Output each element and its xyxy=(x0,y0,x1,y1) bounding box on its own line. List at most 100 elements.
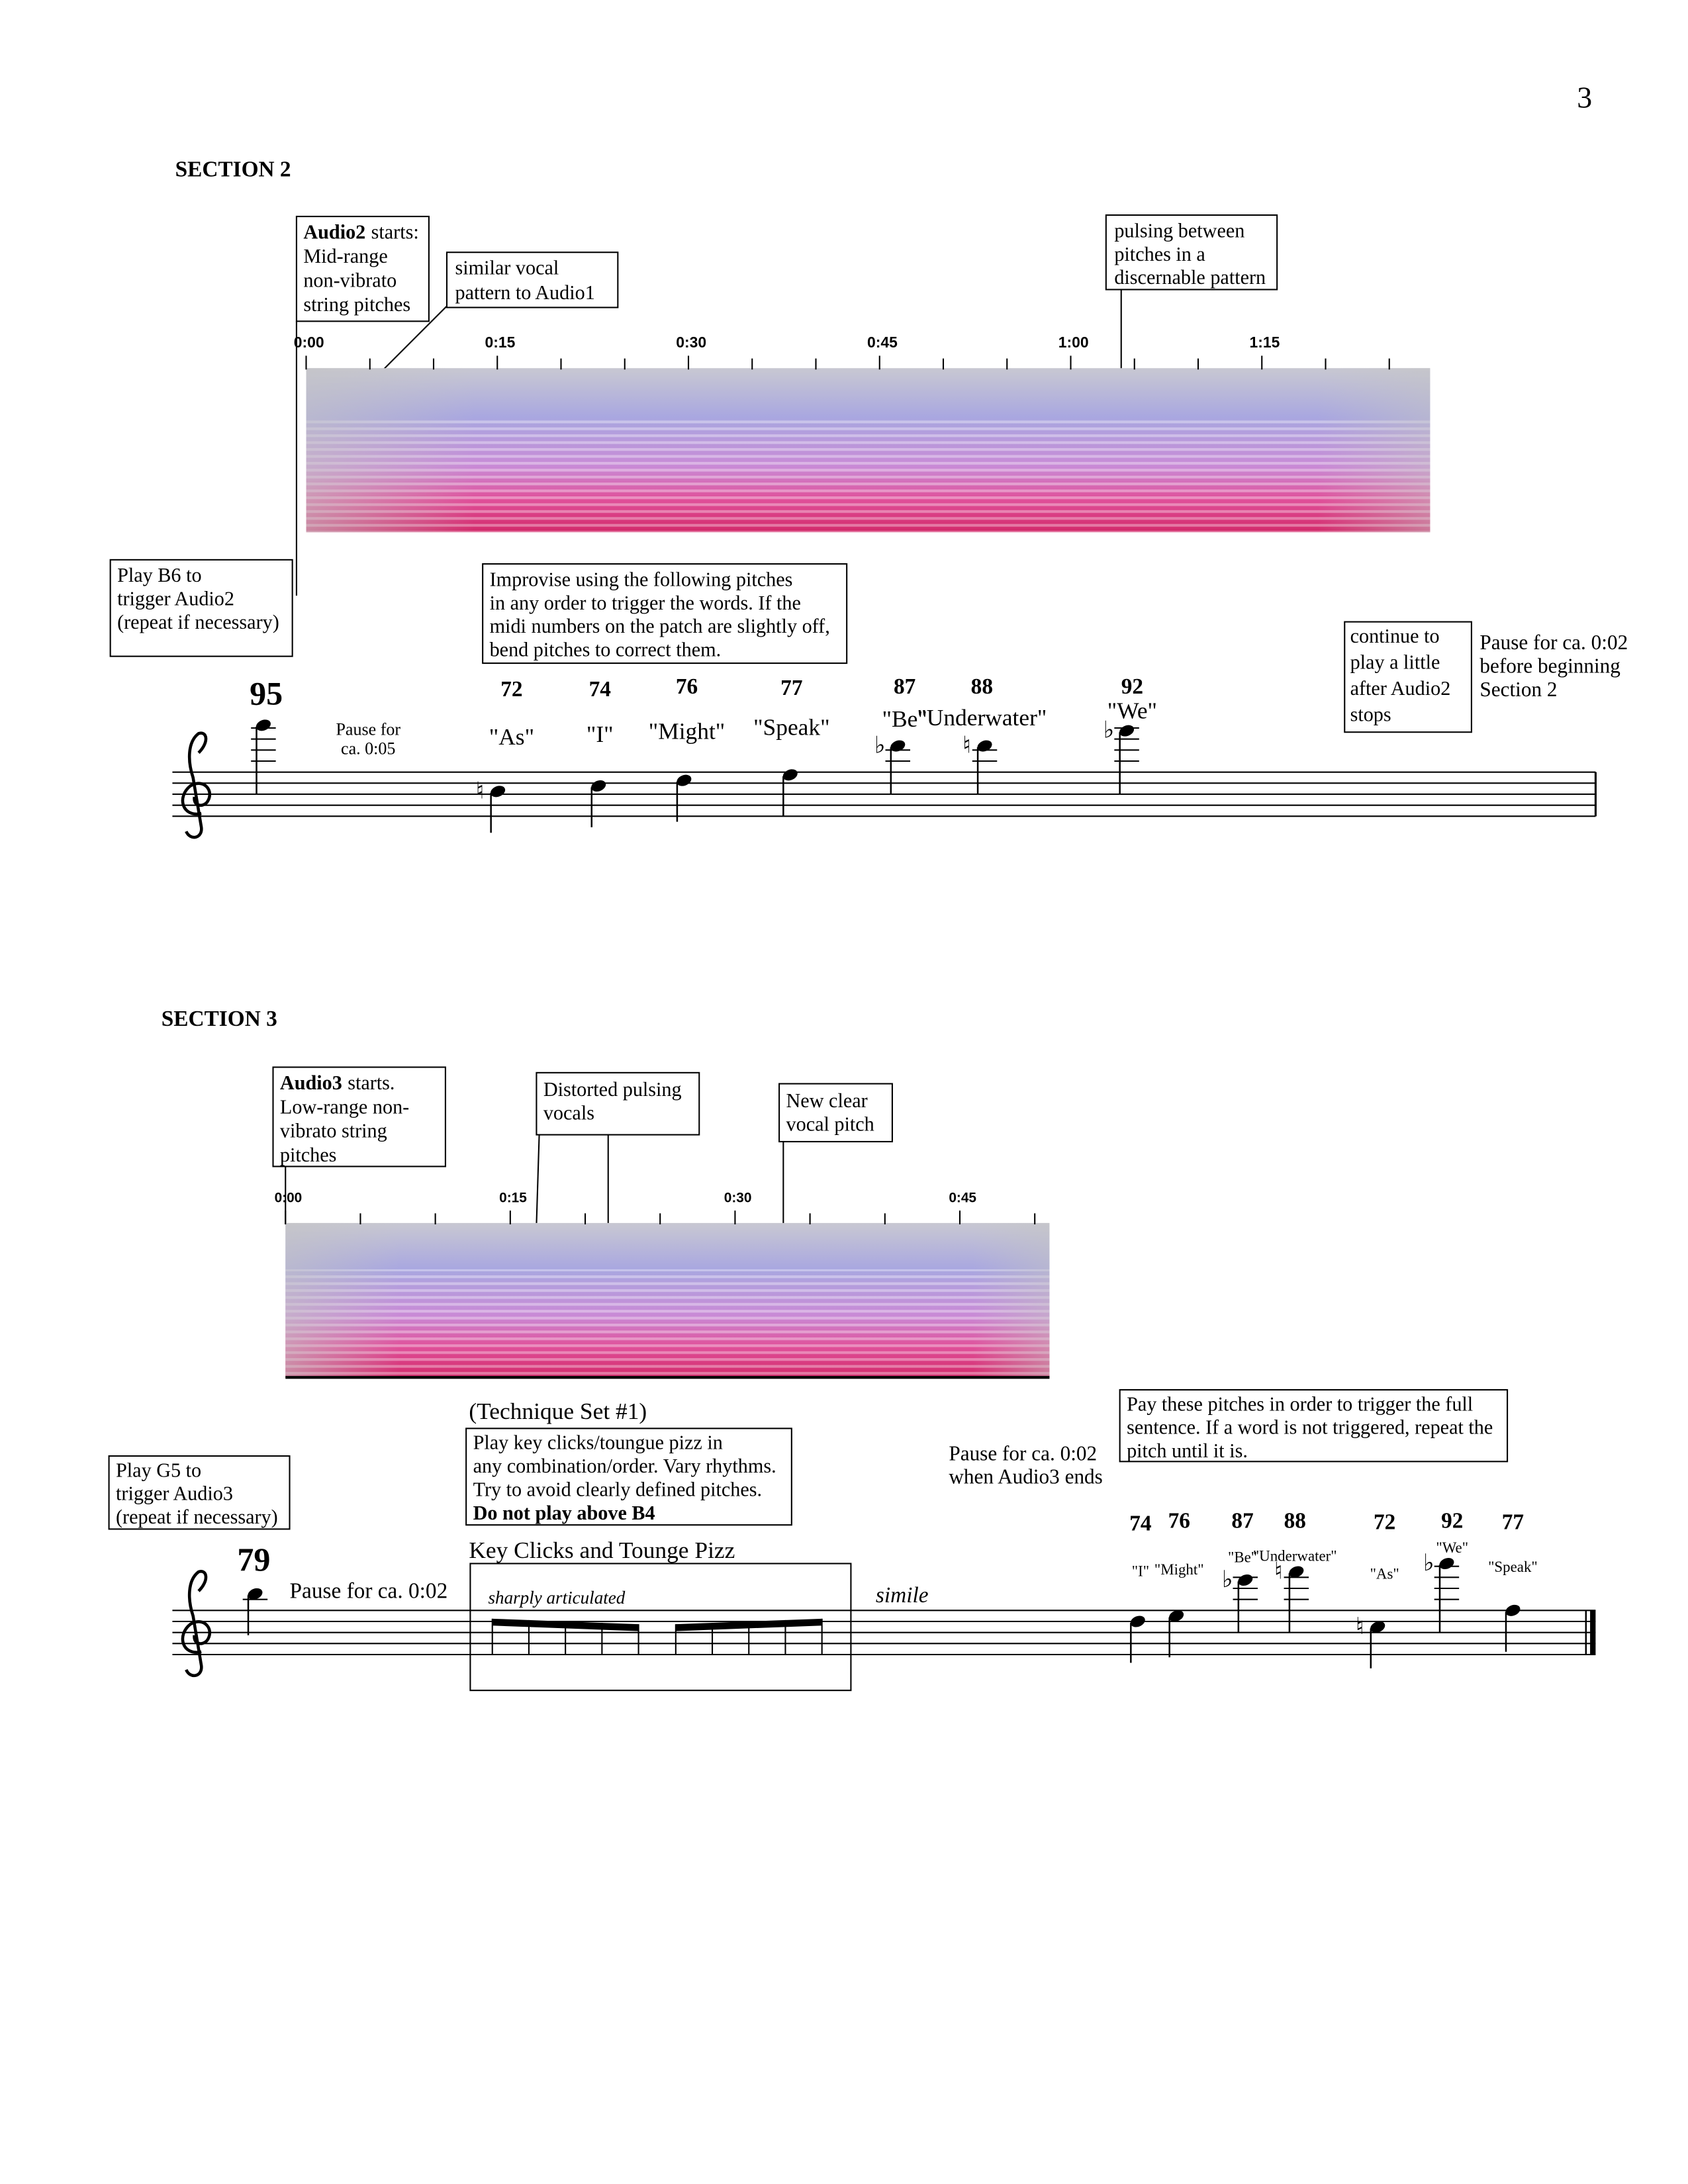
accidental: ♭ xyxy=(874,732,886,759)
text: 72 xyxy=(1374,1510,1395,1534)
text: bend pitches to correct them. xyxy=(490,639,722,661)
text: Audio3 starts. xyxy=(280,1071,395,1094)
note-box xyxy=(1119,1388,1509,1463)
note-head xyxy=(1169,1610,1184,1622)
note-head xyxy=(491,786,506,797)
text: non-vibrato xyxy=(303,269,397,291)
text: 0:45 xyxy=(867,334,898,351)
text: 3 xyxy=(1577,81,1592,114)
text: "I" xyxy=(586,721,614,747)
text: pitches xyxy=(280,1144,337,1166)
note-box xyxy=(272,1066,446,1167)
text: "We" xyxy=(1107,697,1157,723)
treble-clef xyxy=(181,1570,212,1678)
note-box xyxy=(482,563,848,664)
text: sentence. If a word is not triggered, re… xyxy=(1127,1416,1493,1439)
text: 87 xyxy=(894,674,915,699)
note-head xyxy=(1505,1604,1521,1616)
text: 87 xyxy=(1231,1508,1253,1533)
text: vocal pitch xyxy=(786,1113,874,1135)
text: "As" xyxy=(1370,1565,1399,1582)
text: simile xyxy=(876,1583,929,1608)
label: starts: xyxy=(371,220,419,243)
text: Low-range non- xyxy=(280,1095,409,1118)
text: 74 xyxy=(589,677,612,702)
text: sharply articulated xyxy=(489,1588,626,1608)
text: Pause for xyxy=(336,719,400,739)
accidental: ♭ xyxy=(1103,717,1115,744)
text: 1:15 xyxy=(1249,334,1280,351)
text: play a little xyxy=(1350,651,1440,673)
note-head xyxy=(977,740,992,752)
accidental: ♮ xyxy=(1356,1613,1364,1640)
text: 0:00 xyxy=(294,334,324,351)
text: "Might" xyxy=(649,718,725,745)
note-box xyxy=(1344,621,1472,733)
text: Distorted pulsing xyxy=(543,1078,682,1101)
text: 1:00 xyxy=(1058,334,1089,351)
text: 92 xyxy=(1121,674,1143,699)
label: starts. xyxy=(348,1071,395,1094)
text: 0:15 xyxy=(499,1191,527,1206)
text: Key Clicks and Tounge Pizz xyxy=(469,1537,735,1563)
note-box xyxy=(469,1563,852,1692)
text: 95 xyxy=(250,675,283,712)
text: Pay these pitches in order to trigger th… xyxy=(1127,1392,1473,1415)
text: continue to xyxy=(1350,625,1440,647)
note-head xyxy=(1370,1621,1385,1633)
text: 72 xyxy=(500,677,522,702)
text: Play B6 to xyxy=(117,564,201,586)
note-head xyxy=(256,719,271,731)
note-head xyxy=(1119,725,1135,737)
text: when Audio3 ends xyxy=(949,1465,1103,1488)
note-head xyxy=(248,1588,263,1600)
connector xyxy=(383,305,447,371)
text: after Audio2 xyxy=(1350,677,1451,700)
note-head xyxy=(782,769,798,781)
spectrogram-fade xyxy=(306,368,1430,533)
text: "Speak" xyxy=(753,713,829,740)
note-head xyxy=(890,740,906,752)
text: midi numbers on the patch are slightly o… xyxy=(490,615,830,637)
text: Pause for ca. 0:02 xyxy=(949,1441,1097,1465)
text: ca. 0:05 xyxy=(341,739,395,758)
text: vibrato string xyxy=(280,1120,387,1142)
text: Do not play above B4 xyxy=(473,1502,655,1524)
accidental: ♭ xyxy=(1423,1549,1434,1576)
text: pattern to Audio1 xyxy=(455,281,595,304)
text: Play key clicks/toungue pizz in xyxy=(473,1432,723,1454)
text: SECTION 2 xyxy=(175,158,291,182)
text: 0:45 xyxy=(949,1191,976,1206)
text: 0:30 xyxy=(676,334,706,351)
text: "Underwater" xyxy=(1253,1547,1337,1564)
text: "Might" xyxy=(1154,1561,1204,1578)
text: 74 xyxy=(1129,1512,1152,1536)
text: pitches in a xyxy=(1114,243,1205,265)
text: Pause for ca. 0:02 xyxy=(1479,631,1628,654)
text: 88 xyxy=(1284,1508,1306,1533)
note-box xyxy=(108,1455,291,1530)
text: 76 xyxy=(676,674,698,699)
text: similar vocal xyxy=(455,257,559,279)
text: (Technique Set #1) xyxy=(469,1398,647,1424)
bold-label: Audio3 xyxy=(280,1071,342,1094)
text: 0:30 xyxy=(724,1191,752,1206)
text: discernable pattern xyxy=(1114,266,1266,289)
text: pulsing between xyxy=(1114,219,1244,242)
text: "Speak" xyxy=(1488,1559,1538,1575)
text: 79 xyxy=(237,1541,270,1578)
text: "As" xyxy=(489,723,534,750)
note-head xyxy=(677,774,692,786)
text: stops xyxy=(1350,704,1391,726)
text: Pause for ca. 0:02 xyxy=(290,1579,448,1604)
text: SECTION 3 xyxy=(162,1007,277,1031)
note-head xyxy=(591,780,606,792)
text: Section 2 xyxy=(1479,678,1557,701)
text: Try to avoid clearly defined pitches. xyxy=(473,1478,762,1500)
text: New clear xyxy=(786,1089,868,1112)
text: 77 xyxy=(780,676,802,700)
text: "I" xyxy=(1132,1563,1149,1579)
note-box xyxy=(536,1071,700,1136)
note-box xyxy=(109,559,293,657)
